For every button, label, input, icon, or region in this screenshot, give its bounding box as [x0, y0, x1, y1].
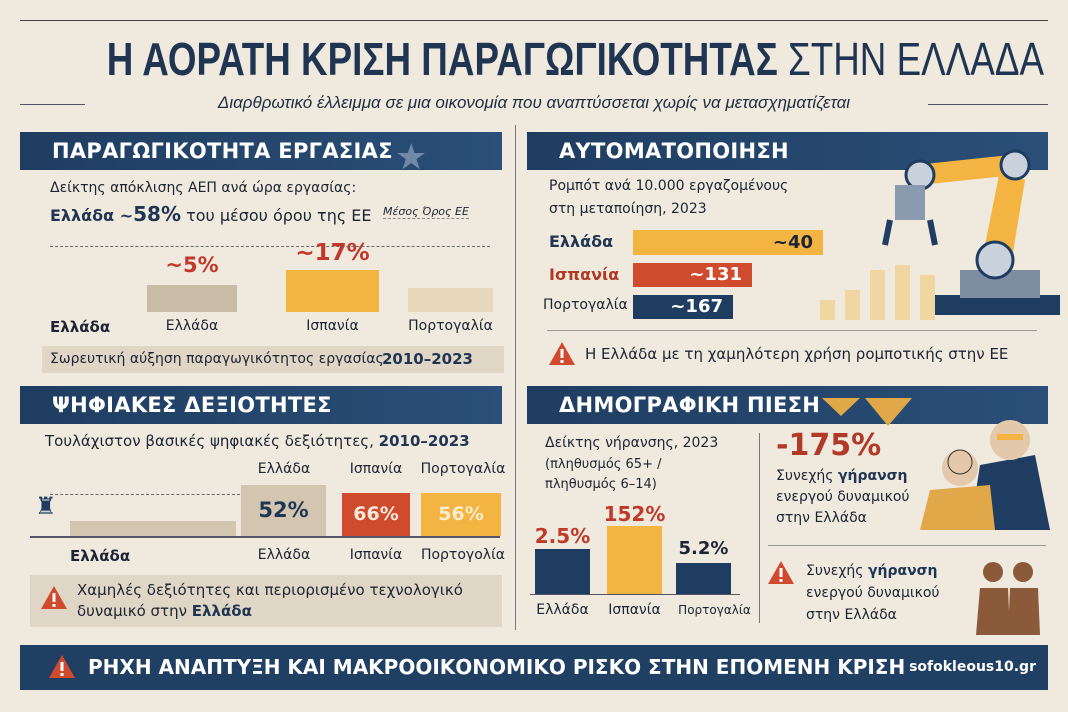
demographic-note-divider: [768, 545, 1046, 546]
demographic-divider: [759, 433, 760, 623]
warning-icon: [548, 341, 576, 366]
top-rule: [20, 20, 1048, 21]
greece-label-bold: Ελλάδα: [50, 318, 111, 336]
eu-average-line: [50, 246, 490, 247]
footer-banner: ΡΗΧΗ ΑΝΑΠΤΥΞΗ ΚΑΙ ΜΑΚΡΟΟΙΚΟΝΟΜΙΚΟ ΡΙΣΚΟ …: [20, 645, 1048, 690]
label-portugal: Πορτογαλία: [408, 318, 493, 334]
ageing-warning-2: ενεργού δυναμικού: [806, 585, 940, 601]
warning-line-1: Χαμηλές δεξιότητες και περιορισμένο τεχν…: [77, 581, 463, 599]
top-label-greece: Ελλάδα: [257, 461, 311, 477]
star-icon: ★: [395, 137, 428, 178]
ageing-description-1: Δείκτης νήρανσης, 2023: [545, 435, 719, 451]
value-spain: 152%: [603, 502, 666, 526]
elderly-people-icon: [976, 562, 1040, 635]
down-triangles-icon: [822, 398, 912, 426]
page-title: Η ΑΟΡΑΤΗ ΚΡΙΣΗ ΠΑΡΑΓΩΓΙΚΟΤΗΤΑΣ ΣΤΗΝ ΕΛΛΑ…: [106, 33, 1044, 85]
bar-greece: [147, 285, 237, 312]
label-portugal: Πορτογαλία: [678, 603, 751, 617]
eu-average-label: Μέσος Όρος ΕΕ: [383, 205, 469, 219]
greece-label-bold: Ελλάδα: [70, 547, 131, 565]
elderly-couple-icon: [920, 420, 1050, 530]
baseline: [530, 594, 740, 595]
statue-icon: ♜: [35, 492, 57, 520]
digital-subtitle: Τουλάχιστον βασικές ψηφιακές δεξιότητες,…: [45, 432, 470, 450]
label-spain: Ισπανία: [306, 318, 359, 334]
page-subtitle: Διαρθρωτικό έλλειμμα σε μια οικονομία πο…: [217, 93, 851, 112]
automation-description-2: στη μεταποίηση, 2023: [549, 201, 707, 217]
baseline: [30, 536, 500, 538]
bar-spain: [286, 270, 379, 312]
productivity-headline: Ελλάδα ~58% του μέσου όρου της ΕΕ: [50, 202, 372, 226]
bar-spain: 66%: [342, 493, 410, 536]
automation-description-1: Ρομπότ ανά 10.000 εργαζομένους: [549, 178, 789, 194]
label-greece: Ελλάδα: [165, 318, 219, 334]
subtitle-rule-left: [20, 104, 85, 105]
label-portugal: Πορτογαλία: [543, 297, 628, 313]
ageing-description-2: (πληθυσμός 65+ /: [545, 457, 662, 472]
warning-icon: [40, 585, 68, 610]
label-spain: Ισπανία: [608, 602, 661, 618]
ageing-note-2: ενεργού δυναμικού: [776, 489, 910, 505]
robot-arm-icon: [820, 149, 1060, 320]
warning-icon: [767, 560, 795, 585]
reference-line: [50, 494, 240, 495]
bar-greece: 52%: [241, 485, 326, 536]
label-greece: Ελλάδα: [549, 232, 614, 251]
site-link[interactable]: sofokleous10.gr: [909, 659, 1036, 675]
bottom-label-greece: Ελλάδα: [257, 547, 311, 563]
ageing-big-value: -175%: [776, 428, 882, 463]
ageing-warning-3: στην Ελλάδα: [806, 607, 897, 623]
subtitle-rule-right: [928, 104, 1048, 105]
ageing-warning-1: Συνεχής γήρανση: [806, 563, 938, 579]
automation-divider: [547, 330, 1037, 331]
label-spain: Ισπανία: [549, 265, 620, 284]
ageing-note-3: στην Ελλάδα: [776, 510, 867, 526]
bar-portugal: [408, 288, 493, 312]
digital-warning-box: Χαμηλές δεξιότητες και περιορισμένο τεχν…: [30, 575, 502, 627]
bar-portugal: [676, 563, 731, 594]
bar-greece: [535, 549, 590, 594]
bar-spain: ~131: [633, 263, 752, 287]
footer-headline: ΡΗΧΗ ΑΝΑΠΤΥΞΗ ΚΑΙ ΜΑΚΡΟΟΙΚΟΝΟΜΙΚΟ ΡΙΣΚΟ …: [88, 655, 906, 679]
bar-greece: ~40: [633, 230, 823, 255]
column-divider: [515, 125, 516, 630]
bottom-label-portugal: Πορτογολία: [420, 547, 506, 563]
value-spain: ~17%: [295, 240, 370, 266]
digital-heading: ΨΗΦΙΑΚΕΣ ΔΕΞΙΟΤΗΤΕΣ: [20, 386, 502, 424]
label-greece: Ελλάδα: [536, 602, 589, 618]
bar-portugal: 56%: [421, 493, 501, 536]
bar-spain: [607, 526, 662, 594]
top-label-spain: Ισπανία: [349, 461, 403, 477]
productivity-description: Δείκτης απόκλισης ΑΕΠ ανά ώρα εργασίας:: [50, 180, 357, 196]
automation-heading: ΑΥΤΟΜΑΤΟΠΟΙΗΣΗ: [527, 132, 1048, 170]
bar-greece-2010: [70, 521, 236, 536]
value-portugal: 5.2%: [678, 538, 729, 559]
demographic-heading: ΔΗΜΟΓΡΑΦΙΚΗ ΠΙΕΣΗ: [527, 386, 1048, 424]
bottom-label-spain: Ισπανία: [349, 547, 403, 563]
warning-icon: [48, 654, 76, 679]
productivity-heading: ΠΑΡΑΓΩΓΙΚΟΤΗΤΑ ΕΡΓΑΣΙΑΣ: [20, 132, 502, 170]
productivity-footer: Σωρευτική αύξηση παραγωγικότητος εργασία…: [42, 346, 504, 373]
automation-warning: Η Ελλάδα με τη χαμηλότερη χρήση ρομποτικ…: [585, 345, 1009, 363]
value-greece: ~5%: [165, 253, 219, 277]
ageing-note-1: Συνεχής γήρανση: [776, 468, 908, 484]
ageing-description-3: πληθυσμός 6–14): [545, 477, 657, 492]
top-label-portugal: Πορτογαλία: [420, 461, 506, 477]
value-greece: 2.5%: [534, 524, 591, 548]
bar-portugal: ~167: [633, 295, 733, 319]
warning-line-2: δυναμικό στην Ελλάδα: [77, 602, 252, 620]
